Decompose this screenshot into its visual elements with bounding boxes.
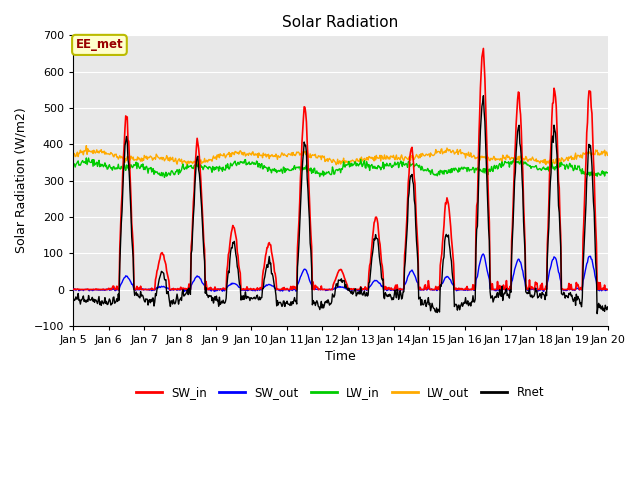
Text: EE_met: EE_met [76, 38, 124, 51]
Title: Solar Radiation: Solar Radiation [282, 15, 398, 30]
Legend: SW_in, SW_out, LW_in, LW_out, Rnet: SW_in, SW_out, LW_in, LW_out, Rnet [132, 381, 549, 404]
X-axis label: Time: Time [325, 350, 356, 363]
Y-axis label: Solar Radiation (W/m2): Solar Radiation (W/m2) [15, 108, 28, 253]
